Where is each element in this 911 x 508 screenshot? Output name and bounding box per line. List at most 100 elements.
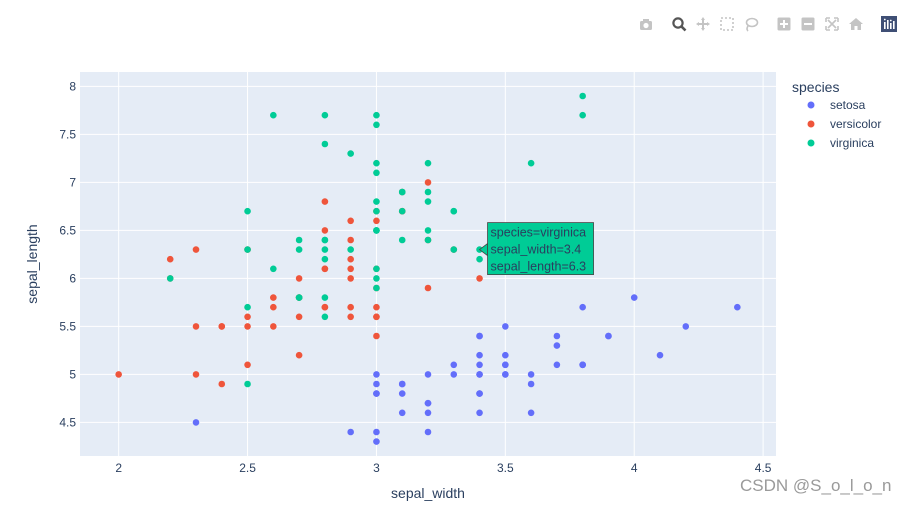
data-point-setosa[interactable] (605, 332, 612, 340)
data-point-virginica[interactable] (373, 111, 380, 119)
data-point-virginica[interactable] (424, 188, 432, 196)
data-point-virginica[interactable] (270, 111, 277, 119)
data-point-setosa[interactable] (527, 371, 535, 378)
lasso-select-button[interactable] (741, 14, 761, 34)
data-point-virginica[interactable] (321, 140, 329, 148)
reset-axes-button[interactable] (846, 14, 866, 34)
data-point-versicolor[interactable] (218, 323, 226, 330)
data-point-versicolor[interactable] (373, 303, 380, 311)
data-point-versicolor[interactable] (347, 303, 354, 311)
data-point-virginica[interactable] (270, 265, 277, 273)
data-point-virginica[interactable] (244, 207, 251, 215)
legend-item-versicolor[interactable]: versicolor (807, 117, 882, 131)
data-point-virginica[interactable] (424, 159, 432, 167)
data-point-versicolor[interactable] (321, 227, 329, 234)
data-point-setosa[interactable] (424, 371, 432, 378)
data-point-virginica[interactable] (398, 188, 406, 196)
data-point-versicolor[interactable] (192, 246, 200, 253)
data-point-setosa[interactable] (373, 380, 380, 388)
data-point-versicolor[interactable] (270, 303, 277, 311)
autoscale-button[interactable] (822, 14, 842, 34)
data-point-versicolor[interactable] (244, 361, 251, 369)
data-point-setosa[interactable] (373, 428, 380, 436)
plotly-logo-button[interactable] (879, 14, 899, 34)
data-point-virginica[interactable] (244, 246, 251, 253)
data-point-setosa[interactable] (476, 390, 483, 397)
data-point-setosa[interactable] (734, 303, 741, 311)
data-point-setosa[interactable] (450, 371, 458, 378)
data-point-versicolor[interactable] (424, 179, 432, 186)
data-point-versicolor[interactable] (476, 275, 483, 282)
data-point-virginica[interactable] (347, 150, 354, 157)
data-point-versicolor[interactable] (192, 323, 200, 330)
data-point-setosa[interactable] (398, 409, 406, 417)
data-point-setosa[interactable] (424, 399, 432, 407)
data-point-setosa[interactable] (527, 380, 535, 388)
data-point-versicolor[interactable] (244, 323, 251, 330)
data-point-setosa[interactable] (476, 361, 483, 369)
data-point-virginica[interactable] (321, 255, 329, 263)
data-point-virginica[interactable] (450, 207, 458, 215)
legend-item-setosa[interactable]: setosa (807, 98, 866, 112)
legend-item-virginica[interactable]: virginica (807, 136, 875, 150)
data-point-virginica[interactable] (373, 159, 380, 167)
data-point-virginica[interactable] (373, 207, 380, 215)
data-point-virginica[interactable] (398, 236, 406, 244)
data-point-virginica[interactable] (321, 236, 329, 244)
data-point-setosa[interactable] (476, 351, 483, 359)
data-point-versicolor[interactable] (347, 265, 354, 273)
data-point-setosa[interactable] (398, 380, 406, 388)
data-point-setosa[interactable] (579, 303, 586, 311)
zoom-in-button[interactable] (774, 14, 794, 34)
data-point-setosa[interactable] (682, 323, 690, 330)
data-point-setosa[interactable] (398, 390, 406, 397)
data-point-virginica[interactable] (579, 92, 586, 100)
data-point-virginica[interactable] (424, 227, 432, 234)
data-point-virginica[interactable] (476, 255, 483, 263)
data-point-versicolor[interactable] (295, 351, 303, 359)
data-point-versicolor[interactable] (347, 236, 354, 244)
data-point-setosa[interactable] (502, 351, 509, 359)
data-point-setosa[interactable] (373, 371, 380, 378)
data-point-virginica[interactable] (321, 111, 329, 119)
data-point-virginica[interactable] (244, 303, 251, 311)
data-point-versicolor[interactable] (244, 313, 251, 321)
data-point-virginica[interactable] (373, 227, 380, 234)
data-point-versicolor[interactable] (218, 380, 226, 388)
data-point-virginica[interactable] (166, 275, 174, 282)
data-point-setosa[interactable] (424, 409, 432, 417)
data-point-versicolor[interactable] (373, 332, 380, 340)
data-point-versicolor[interactable] (115, 371, 122, 378)
data-point-virginica[interactable] (321, 246, 329, 253)
data-point-setosa[interactable] (476, 332, 483, 340)
data-point-setosa[interactable] (527, 409, 535, 417)
data-point-virginica[interactable] (373, 275, 380, 282)
data-point-setosa[interactable] (502, 323, 509, 330)
data-point-setosa[interactable] (192, 419, 200, 426)
data-point-versicolor[interactable] (270, 294, 277, 301)
data-point-setosa[interactable] (373, 438, 380, 445)
data-point-versicolor[interactable] (373, 217, 380, 225)
data-point-setosa[interactable] (630, 294, 638, 301)
data-point-versicolor[interactable] (295, 313, 303, 321)
zoom-out-button[interactable] (798, 14, 818, 34)
data-point-versicolor[interactable] (270, 323, 277, 330)
zoom-button[interactable] (669, 14, 689, 34)
data-point-setosa[interactable] (579, 361, 586, 369)
data-point-virginica[interactable] (295, 236, 303, 244)
data-point-setosa[interactable] (373, 390, 380, 397)
data-point-virginica[interactable] (295, 294, 303, 301)
data-point-virginica[interactable] (579, 111, 586, 119)
data-point-virginica[interactable] (347, 246, 354, 253)
data-point-virginica[interactable] (321, 313, 329, 321)
data-point-setosa[interactable] (502, 361, 509, 369)
data-point-virginica[interactable] (373, 198, 380, 205)
data-point-virginica[interactable] (527, 159, 535, 167)
box-select-button[interactable] (717, 14, 737, 34)
data-point-versicolor[interactable] (347, 255, 354, 263)
data-point-versicolor[interactable] (347, 275, 354, 282)
data-point-setosa[interactable] (424, 428, 432, 436)
data-point-setosa[interactable] (553, 361, 561, 369)
data-point-versicolor[interactable] (347, 217, 354, 225)
data-point-virginica[interactable] (373, 284, 380, 292)
